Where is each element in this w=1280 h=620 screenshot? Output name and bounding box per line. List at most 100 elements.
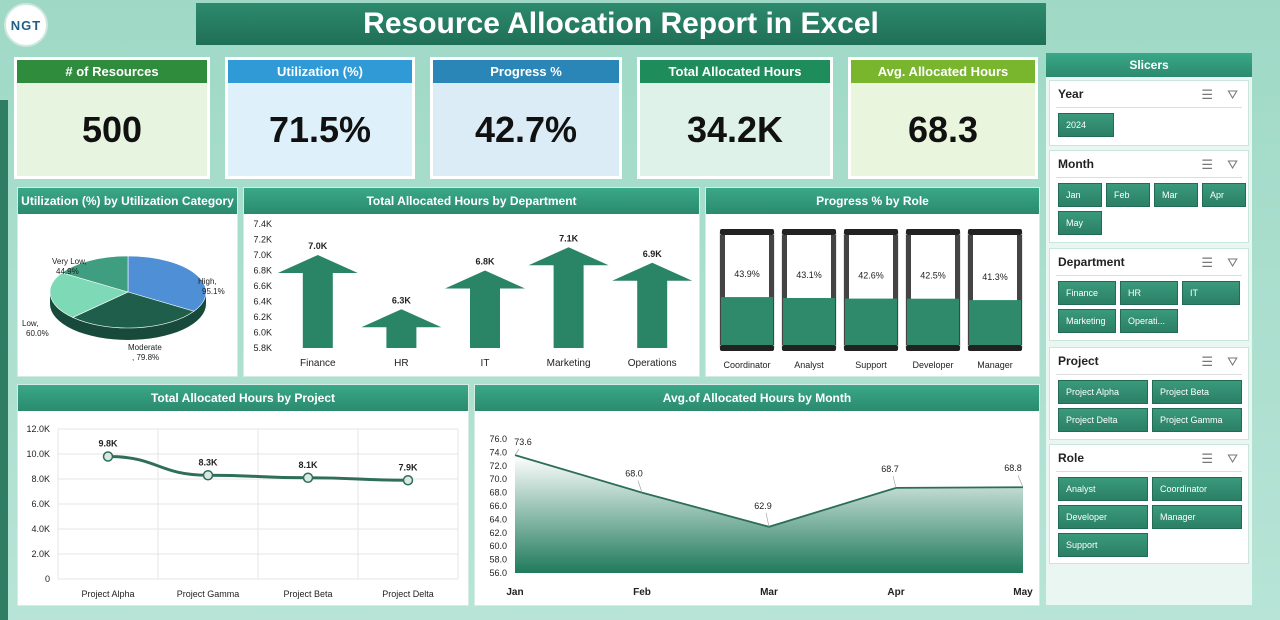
- x-tick-label: Mar: [760, 587, 778, 598]
- divider: [1056, 177, 1242, 178]
- slicer-item[interactable]: Manager: [1152, 505, 1242, 529]
- slicer-item[interactable]: Project Delta: [1058, 408, 1148, 432]
- x-tick-label: HR: [394, 358, 408, 369]
- logo-text: NGT: [10, 17, 42, 33]
- pie-label: Low,: [22, 319, 38, 328]
- kpi-label: Progress %: [430, 57, 622, 83]
- multiselect-icon[interactable]: ☰: [1201, 87, 1214, 102]
- slicer-item[interactable]: Support: [1058, 533, 1148, 557]
- y-tick-label: 70.0: [489, 474, 507, 484]
- slicer-item[interactable]: May: [1058, 211, 1102, 235]
- y-tick-label: 6.6K: [253, 281, 272, 291]
- pie-value-label: 44.9%: [56, 267, 79, 276]
- slicer-item[interactable]: Mar: [1154, 183, 1198, 207]
- progress-cap-top: [968, 229, 1022, 235]
- chart-project-hours[interactable]: Total Allocated Hours by Project 12.0K 10…: [17, 384, 469, 606]
- progress-edge: [955, 235, 960, 345]
- data-point: [202, 470, 214, 481]
- chart-department-hours[interactable]: Total Allocated Hours by Department 7.4K…: [243, 187, 700, 377]
- clear-filter-icon[interactable]: ⛛: [1227, 451, 1238, 466]
- dept-canvas: 7.4K 7.2K 7.0K 6.8K 6.6K 6.4K 6.2K 6.0K 5.8K 7.0K…: [253, 219, 693, 369]
- pie-canvas: Very Low,44.9% High,95.1% Moderate, 79.8% L…: [22, 255, 225, 362]
- slicer-item[interactable]: IT: [1182, 281, 1240, 305]
- multiselect-icon[interactable]: ☰: [1201, 451, 1214, 466]
- x-tick-label: Project Gamma: [177, 589, 240, 599]
- x-tick-label: Finance: [300, 358, 336, 369]
- clear-filter-icon[interactable]: ⛛: [1227, 87, 1238, 102]
- y-tick-label: 72.0: [489, 461, 507, 471]
- kpi-label: Utilization (%): [225, 57, 415, 83]
- progress-edge: [720, 235, 725, 345]
- chart-utilization-pie[interactable]: Utilization (%) by Utilization Category …: [17, 187, 238, 377]
- y-tick-label: 68.0: [489, 488, 507, 498]
- slicer-item[interactable]: 2024: [1058, 113, 1114, 137]
- x-tick-label: Operations: [628, 358, 677, 369]
- slicer-item[interactable]: Project Beta: [1152, 380, 1242, 404]
- chart-progress-role[interactable]: Progress % by Role 43.9% Coordinator 43.1%…: [705, 187, 1040, 377]
- label-leader: [514, 448, 520, 456]
- progress-edge: [769, 235, 774, 345]
- clear-filter-icon[interactable]: ⛛: [1227, 157, 1238, 172]
- slicer-item[interactable]: HR: [1120, 281, 1178, 305]
- bar-arrow: [612, 262, 693, 348]
- clear-filter-icon[interactable]: ⛛: [1227, 255, 1238, 270]
- bar-arrow: [361, 309, 442, 348]
- y-tick-label: 6.4K: [253, 297, 272, 307]
- chart-month-avg[interactable]: Avg.of Allocated Hours by Month 76.0 74.0…: [474, 384, 1040, 606]
- progress-edge: [844, 235, 849, 345]
- slicers-panel: Slicers Year ☰ ⛛ 2024 Month ☰ ⛛ Jan Feb Mar Apr May…: [1046, 53, 1252, 605]
- data-label: 62.9: [754, 501, 772, 511]
- chart-title: Avg.of Allocated Hours by Month: [475, 385, 1039, 411]
- kpi-value: 500: [14, 83, 210, 179]
- y-tick-label: 62.0: [489, 528, 507, 538]
- x-tick-label: Developer: [912, 360, 953, 370]
- kpi-resources: # of Resources 500: [14, 57, 210, 179]
- slicer-item[interactable]: Jan: [1058, 183, 1102, 207]
- progress-edge: [906, 235, 911, 345]
- series-area: [515, 455, 1023, 573]
- multiselect-icon[interactable]: ☰: [1201, 255, 1214, 270]
- x-tick-label: Support: [855, 360, 887, 370]
- left-accent-strip: [0, 100, 8, 620]
- data-label: 7.9K: [398, 462, 418, 472]
- chart-title: Utilization (%) by Utilization Category: [18, 188, 237, 214]
- slicer-item[interactable]: Project Gamma: [1152, 408, 1242, 432]
- slicer-item[interactable]: Operati...: [1120, 309, 1178, 333]
- multiselect-icon[interactable]: ☰: [1201, 354, 1214, 369]
- progress-cap-bottom: [968, 345, 1022, 351]
- chart-title: Total Allocated Hours by Department: [244, 188, 699, 214]
- y-tick-label: 66.0: [489, 501, 507, 511]
- y-tick-label: 7.0K: [253, 250, 272, 260]
- progress-edge: [968, 235, 973, 345]
- slicer-item[interactable]: Apr: [1202, 183, 1246, 207]
- y-tick-label: 6.8K: [253, 266, 272, 276]
- slicer-title: Role: [1058, 451, 1085, 465]
- x-tick-label: Project Alpha: [81, 589, 134, 599]
- clear-filter-icon[interactable]: ⛛: [1227, 354, 1238, 369]
- page-title: Resource Allocation Report in Excel: [363, 7, 879, 40]
- slicer-item[interactable]: Feb: [1106, 183, 1150, 207]
- slicer-item[interactable]: Developer: [1058, 505, 1148, 529]
- progress-cap-top: [782, 229, 836, 235]
- progress-edge: [1017, 235, 1022, 345]
- data-point: [102, 451, 114, 462]
- slicer-title: Year: [1058, 87, 1084, 101]
- slicer-item[interactable]: Finance: [1058, 281, 1116, 305]
- pie-slice: [49, 272, 129, 318]
- slicer-item[interactable]: Coordinator: [1152, 477, 1242, 501]
- kpi-progress: Progress % 42.7%: [430, 57, 622, 179]
- slicer-item[interactable]: Analyst: [1058, 477, 1148, 501]
- data-label: 43.9%: [734, 269, 760, 279]
- progress-cap-top: [720, 229, 774, 235]
- y-tick-label: 6.0K: [253, 328, 272, 338]
- logo: NGT: [4, 3, 48, 47]
- slicer-item[interactable]: Marketing: [1058, 309, 1116, 333]
- y-tick-label: 7.4K: [253, 219, 272, 229]
- pie-label: High,: [198, 277, 217, 286]
- slicer-project: Project ☰ ⛛ Project Alpha Project Beta Projec…: [1049, 347, 1249, 440]
- slicer-item[interactable]: Project Alpha: [1058, 380, 1148, 404]
- multiselect-icon[interactable]: ☰: [1201, 157, 1214, 172]
- pie-label: Very Low,: [52, 257, 87, 266]
- y-tick-label: 4.0K: [31, 524, 50, 534]
- kpi-value: 68.3: [848, 83, 1038, 179]
